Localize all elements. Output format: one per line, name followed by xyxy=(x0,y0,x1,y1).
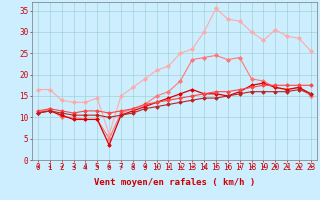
X-axis label: Vent moyen/en rafales ( km/h ): Vent moyen/en rafales ( km/h ) xyxy=(94,178,255,187)
